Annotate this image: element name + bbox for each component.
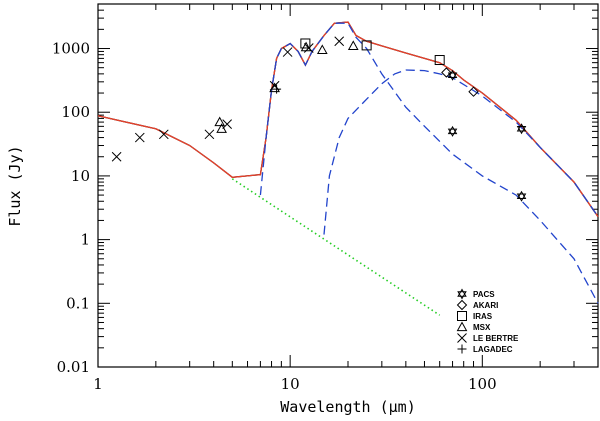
marker-cross bbox=[282, 47, 293, 57]
marker-plus bbox=[272, 84, 282, 94]
y-tick-label: 100 bbox=[61, 103, 90, 121]
model-curves bbox=[97, 21, 599, 316]
axis-ticks bbox=[97, 3, 599, 368]
legend-label: AKARI bbox=[473, 301, 498, 310]
marker-triangle bbox=[300, 41, 312, 52]
y-axis-title: Flux (Jy) bbox=[6, 145, 24, 226]
legend: PACS AKARI IRAS MSX LE BERTRE LAGADEC bbox=[456, 288, 519, 354]
y-tick-label: 0.01 bbox=[57, 358, 90, 376]
curve-warm-dust-component bbox=[259, 22, 599, 304]
x-tick-label: 1 bbox=[93, 375, 103, 393]
y-tick-label: 1000 bbox=[52, 40, 90, 58]
marker-triangle bbox=[216, 123, 227, 133]
legend-label: MSX bbox=[473, 323, 491, 332]
marker-diamond bbox=[441, 67, 452, 78]
legend-marker-star bbox=[457, 288, 467, 300]
marker-cross bbox=[158, 129, 169, 140]
legend-label: LE BERTRE bbox=[473, 334, 519, 343]
data-markers bbox=[111, 36, 527, 202]
marker-star bbox=[516, 123, 527, 135]
legend-marker-cross bbox=[457, 333, 467, 343]
curve-cold-dust-component bbox=[323, 69, 599, 235]
legend-marker-plus bbox=[457, 344, 467, 354]
legend-label: IRAS bbox=[473, 312, 493, 321]
marker-square bbox=[434, 55, 445, 66]
legend-marker-diamond bbox=[456, 299, 468, 311]
legend-marker-triangle bbox=[456, 321, 468, 332]
marker-cross bbox=[334, 36, 345, 47]
marker-star bbox=[447, 125, 458, 137]
marker-diamond bbox=[468, 86, 479, 97]
marker-cross bbox=[204, 129, 215, 140]
tick-labels: 1 10 100 0.01 0.1 1 10 100 1000 bbox=[52, 40, 497, 393]
marker-triangle bbox=[347, 40, 359, 50]
x-axis-title: Wavelength (μm) bbox=[280, 398, 415, 416]
marker-cross bbox=[111, 151, 122, 162]
marker-star bbox=[447, 69, 458, 81]
marker-cross bbox=[303, 43, 314, 53]
marker-square bbox=[361, 40, 372, 51]
curve-photosphere-extension bbox=[231, 178, 441, 316]
x-tick-label: 100 bbox=[468, 375, 497, 393]
y-tick-label: 10 bbox=[71, 167, 90, 185]
plot-frame bbox=[97, 3, 599, 368]
marker-cross bbox=[222, 119, 233, 129]
y-tick-label: 1 bbox=[80, 231, 90, 249]
marker-triangle bbox=[316, 44, 328, 55]
x-tick-label: 10 bbox=[281, 375, 300, 393]
legend-marker-square bbox=[457, 311, 467, 321]
legend-label: LAGADEC bbox=[473, 345, 513, 354]
marker-triangle bbox=[214, 116, 226, 127]
marker-star bbox=[516, 190, 527, 202]
y-tick-label: 0.1 bbox=[66, 294, 90, 312]
marker-cross bbox=[134, 132, 145, 143]
legend-label: PACS bbox=[473, 290, 495, 299]
marker-square bbox=[300, 38, 311, 49]
